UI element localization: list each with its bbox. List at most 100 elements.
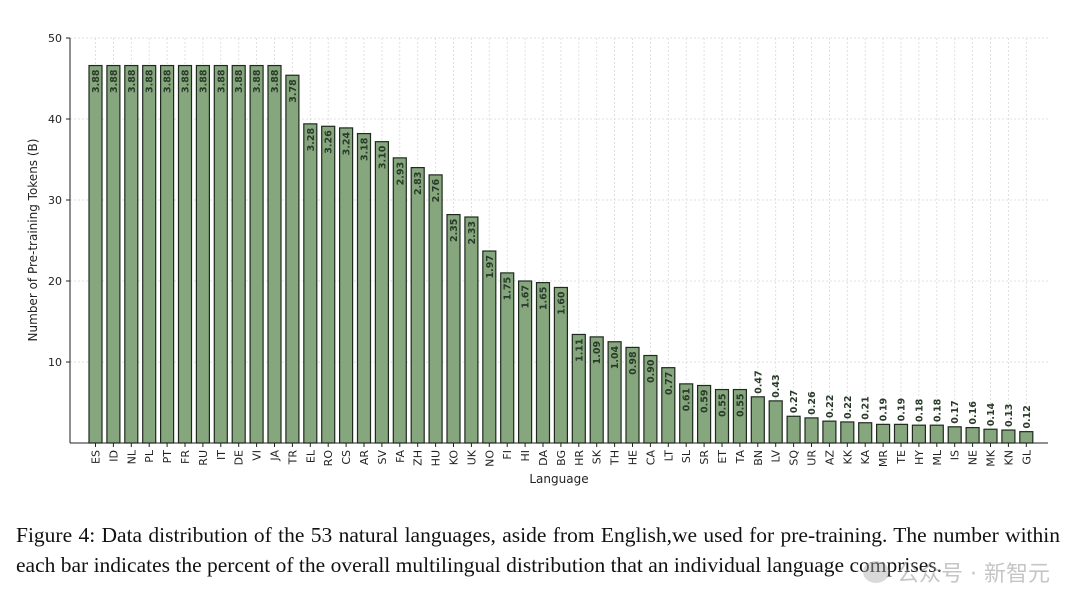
x-tick-label: BG (555, 450, 568, 466)
x-tick-label: TH (609, 450, 622, 466)
x-tick-label: BN (752, 450, 765, 466)
bar-value-label: 2.33 (467, 221, 478, 244)
bar-value-label: 0.98 (628, 351, 639, 375)
bar-value-label: 0.19 (897, 398, 908, 421)
bar-value-label: 0.43 (771, 374, 782, 397)
bar-value-label: 3.88 (91, 69, 102, 93)
x-tick-label: GL (1020, 449, 1033, 465)
bar-ar (356, 132, 372, 444)
y-tick-label: 10 (48, 356, 62, 369)
x-tick-label: VI (251, 450, 264, 461)
x-tick-label: AR (358, 450, 371, 466)
bar-nl (124, 64, 139, 444)
bar-value-label: 2.76 (431, 179, 442, 203)
x-tick-label: MK (985, 449, 998, 466)
axes (69, 38, 1048, 444)
x-tick-label: NL (125, 449, 138, 464)
bar-ja (267, 64, 282, 444)
bar-gl (1019, 431, 1034, 444)
bar-fa (392, 157, 407, 444)
x-tick-label: RU (197, 450, 210, 466)
bar-value-label: 2.35 (449, 219, 460, 242)
x-tick-label: FA (394, 450, 407, 463)
bar-value-label: 0.12 (1022, 405, 1033, 428)
x-tick-label: SQ (788, 450, 801, 466)
bar-chart: 3.88 3.88 3.88 3.88 3.88 3.88 3.88 3.88 3.88 3.88… (26, 32, 1048, 486)
bar-fr (177, 64, 193, 444)
bar-value-label: 1.65 (539, 287, 550, 310)
x-tick-label: HR (573, 450, 586, 466)
x-tick-label: PT (161, 450, 174, 464)
bar-hy (911, 424, 927, 444)
wechat-logo-icon (863, 561, 890, 583)
bar-value-label: 0.55 (735, 394, 746, 417)
bar-value-label: 3.88 (216, 69, 227, 93)
x-tick-label: TA (734, 450, 747, 465)
watermark: 公众号 · 新智元 (863, 556, 1050, 588)
x-tick-label: ID (107, 450, 120, 462)
bar-value-label: 0.90 (646, 359, 657, 383)
bar-value-label: 1.09 (592, 341, 603, 364)
bar-value-label: 3.10 (377, 145, 388, 169)
x-tick-label: ET (716, 450, 729, 464)
bar-lv (768, 400, 783, 444)
bar-value-label: 3.88 (163, 69, 174, 93)
x-tick-label: ES (90, 450, 103, 464)
x-tick-label: EL (304, 449, 317, 463)
bar-value-label: 0.77 (664, 372, 675, 395)
y-axis-title: Number of Pre-training Tokens (B) (26, 139, 40, 342)
bar-value-label: 1.04 (610, 345, 621, 369)
x-tick-labels: ES ID NL PL PT FR RU IT DE VI JA TR EL RO CS AR SV FA ZH HU… (90, 443, 1033, 467)
bar-value-label: 3.26 (324, 130, 335, 154)
bar-value-label: 0.26 (807, 391, 818, 415)
x-tick-label: KA (859, 450, 872, 465)
y-tick-label: 50 (48, 32, 62, 45)
bar-value-label: 3.88 (198, 69, 209, 93)
bar-ro (321, 125, 336, 444)
x-tick-label: TE (895, 450, 908, 465)
bar-value-label: 0.18 (932, 398, 943, 422)
bar-ka (858, 422, 873, 444)
bar-value-label: 2.83 (413, 172, 424, 195)
bar-value-label: 3.24 (342, 132, 353, 156)
bar-zh (410, 167, 425, 444)
bar-sq (786, 415, 801, 444)
bar-value-label: 3.88 (145, 69, 156, 93)
bars: 3.88 3.88 3.88 3.88 3.88 3.88 3.88 3.88 3.88 3.88… (88, 64, 1034, 444)
x-tick-label: AZ (823, 450, 836, 466)
bar-value-label: 0.55 (718, 394, 729, 417)
x-tick-label: LV (770, 450, 783, 463)
x-tick-label: IS (949, 450, 962, 460)
bar-value-label: 0.19 (879, 398, 890, 421)
bar-az (822, 420, 837, 444)
bar-es (88, 64, 103, 444)
x-tick-label: CA (644, 450, 657, 466)
bar-value-label: 1.11 (574, 338, 585, 361)
bar-no (482, 250, 497, 444)
bar-value-label: 3.28 (306, 127, 317, 151)
bar-ru (195, 64, 210, 444)
x-tick-label: DE (233, 450, 246, 465)
bar-te (893, 423, 909, 444)
bar-de (231, 64, 246, 444)
bar-value-label: 0.47 (753, 370, 764, 393)
bar-value-label: 1.67 (521, 285, 532, 308)
x-tick-label: KO (448, 450, 461, 466)
bar-ml (929, 424, 944, 444)
x-tick-label: SK (591, 449, 604, 464)
bar-id (106, 64, 121, 444)
bar-bn (750, 396, 765, 444)
bar-value-label: 2.93 (395, 162, 406, 185)
bar-value-label: 1.75 (503, 277, 514, 300)
x-tick-label: DA (537, 450, 550, 466)
x-tick-label: KN (1002, 450, 1015, 465)
bar-value-label: 3.88 (109, 69, 120, 93)
bar-value-label: 3.88 (252, 69, 263, 93)
bar-value-label: 0.14 (986, 402, 997, 426)
x-tick-label: NE (967, 450, 980, 465)
bar-ne (965, 427, 980, 444)
watermark-text: 公众号 · 新智元 (897, 562, 1050, 587)
bar-tr (285, 74, 300, 444)
bar-mr (875, 423, 891, 444)
x-tick-label: ZH (412, 450, 425, 466)
